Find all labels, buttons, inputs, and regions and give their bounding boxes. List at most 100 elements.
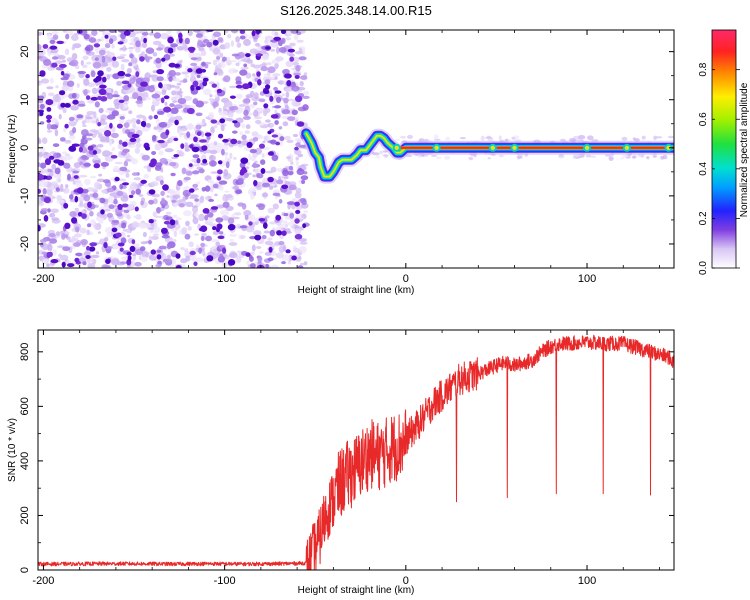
noise-speckle-pale <box>109 151 113 156</box>
noise-speckle-dark <box>289 56 295 62</box>
noise-speckle-pale <box>138 254 142 261</box>
noise-speckle-mid <box>219 253 224 259</box>
noise-speckle-pale <box>174 115 183 121</box>
noise-speckle-pale <box>173 230 178 237</box>
noise-speckle-dark <box>240 157 249 164</box>
noise-speckle-dark <box>99 84 107 89</box>
snr-x-ticks: -200 -100 0 100 <box>32 330 660 587</box>
noise-speckle-pale <box>202 250 206 257</box>
noise-speckle-dark <box>232 120 238 124</box>
noise-speckle-mid <box>237 140 242 145</box>
noise-speckle-pale <box>57 55 66 60</box>
noise-speckle-mid <box>145 123 152 128</box>
noise-speckle-pale <box>129 259 136 268</box>
noise-speckle-dark <box>127 255 132 261</box>
noise-speckle-mid <box>243 172 249 179</box>
noise-speckle-dark <box>42 44 49 49</box>
noise-speckle-pale <box>110 258 120 266</box>
spectrogram-x-tick-label: -200 <box>32 273 54 285</box>
noise-speckle-dark <box>202 158 208 164</box>
noise-speckle-mid <box>183 176 191 181</box>
ridge-haze <box>436 156 442 160</box>
noise-speckle-pale <box>86 229 90 236</box>
noise-speckle-pale <box>240 140 249 146</box>
noise-speckle-mid <box>129 53 134 59</box>
noise-speckle-pale <box>235 36 241 43</box>
noise-speckle-pale <box>192 217 199 225</box>
noise-speckle-pale <box>244 130 251 134</box>
noise-speckle-mid <box>139 246 146 252</box>
noise-speckle-pale <box>252 64 261 69</box>
noise-speckle-dark <box>273 36 282 41</box>
noise-speckle-dark <box>173 154 180 158</box>
noise-speckle-mid <box>145 47 155 54</box>
noise-speckle-pale <box>265 62 272 66</box>
noise-speckle-mid <box>61 233 66 240</box>
noise-speckle-dark <box>192 80 199 88</box>
snr-x-axis-label: Height of straight line (km) <box>298 585 415 596</box>
ridge-haze <box>444 155 451 160</box>
noise-speckle-mid <box>184 233 191 240</box>
noise-speckle-dark <box>287 48 295 53</box>
noise-speckle-pale <box>223 100 233 108</box>
noise-speckle-dark <box>281 230 287 236</box>
noise-speckle-dark <box>122 182 129 186</box>
noise-speckle-pale <box>152 52 158 57</box>
noise-speckle-pale <box>141 250 149 258</box>
noise-speckle-mid <box>116 190 124 197</box>
noise-speckle-pale <box>239 131 243 136</box>
noise-speckle-pale <box>38 179 48 188</box>
noise-speckle-mid <box>111 94 120 98</box>
noise-speckle-dark <box>248 221 253 226</box>
noise-speckle-dark <box>269 95 274 102</box>
noise-speckle-dark <box>121 203 129 208</box>
noise-speckle-dark <box>160 97 165 104</box>
noise-speckle-mid <box>135 40 141 48</box>
noise-speckle-pale <box>42 259 49 264</box>
noise-speckle-mid <box>47 208 51 213</box>
noise-speckle-pale <box>264 38 269 44</box>
noise-speckle-mid <box>60 77 69 81</box>
noise-speckle-pale <box>176 128 180 134</box>
noise-speckle-mid <box>184 37 190 45</box>
noise-speckle-pale <box>82 55 89 60</box>
colorbar-frame <box>711 29 737 269</box>
noise-speckle-dark <box>140 81 148 87</box>
noise-speckle-pale <box>64 48 70 56</box>
noise-speckle-pale <box>90 219 96 226</box>
noise-speckle-pale <box>152 40 162 46</box>
noise-speckle-pale <box>43 243 47 251</box>
noise-speckle-pale <box>260 53 270 61</box>
noise-speckle-mid <box>38 99 44 104</box>
noise-speckle-pale <box>240 66 250 70</box>
noise-speckle-pale <box>201 232 207 237</box>
noise-speckle-pale <box>73 162 81 169</box>
noise-speckle-pale <box>62 80 69 87</box>
noise-speckle-pale <box>154 143 162 151</box>
noise-speckle-dark <box>161 57 166 62</box>
noise-speckle-pale <box>90 254 100 259</box>
noise-speckle-pale <box>249 103 256 109</box>
noise-speckle-pale <box>248 35 254 40</box>
noise-speckle-dark <box>242 83 250 90</box>
ridge-haze <box>632 155 636 159</box>
ridge-haze <box>480 135 485 141</box>
noise-speckle-mid <box>252 162 257 169</box>
noise-speckle-pale <box>236 42 242 48</box>
noise-speckle-mid <box>302 104 309 111</box>
noise-speckle-mid <box>80 239 88 246</box>
noise-speckle-mid <box>239 69 248 76</box>
noise-speckle-mid <box>287 116 296 121</box>
noise-speckle-pale <box>280 220 288 223</box>
noise-speckle-pale <box>285 91 290 98</box>
noise-speckle-pale <box>195 257 204 263</box>
noise-speckle-pale <box>272 203 279 210</box>
noise-speckle-mid <box>242 115 251 120</box>
noise-speckle-mid <box>298 56 307 61</box>
noise-speckle-pale <box>85 116 93 120</box>
spectrogram-x-tick-label: -100 <box>214 273 236 285</box>
noise-speckle-mid <box>170 172 176 177</box>
noise-speckle-mid <box>98 49 106 56</box>
noise-speckle-dark <box>256 71 261 77</box>
noise-speckle-dark <box>178 32 183 40</box>
